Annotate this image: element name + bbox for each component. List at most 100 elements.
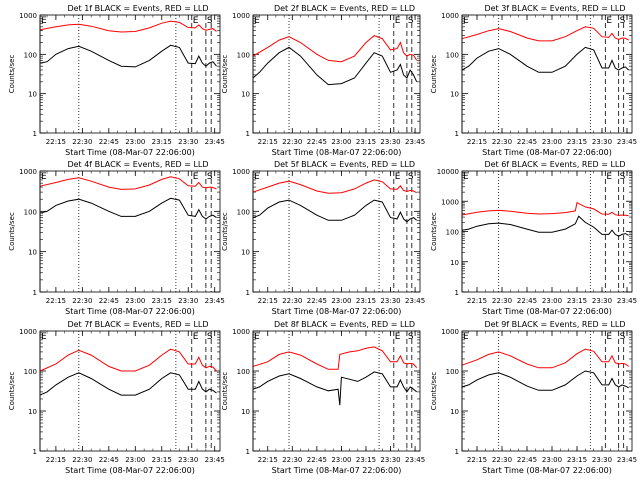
x-tick-label: 22:45 — [99, 297, 119, 305]
y-tick-label: 100 — [24, 208, 37, 216]
x-tick-label: 22:30 — [72, 297, 92, 305]
y-axis-label: Counts/sec — [8, 212, 16, 251]
x-tick-label: 23:15 — [567, 297, 587, 305]
event-marker-label: S — [207, 16, 213, 26]
x-tick-label: 23:45 — [617, 456, 637, 464]
y-tick-label: 1 — [33, 289, 37, 297]
x-tick-label: 22:30 — [282, 138, 302, 146]
chart-panel-6: Det 6f BLACK = Events, RED = LLD Counts/s… — [430, 160, 637, 316]
x-tick-label: 23:30 — [178, 297, 198, 305]
y-tick-label: 100 — [237, 208, 250, 216]
events-series-line — [461, 46, 630, 73]
x-tick-label: 22:15 — [46, 456, 66, 464]
y-tick-label: 100 — [24, 51, 37, 59]
event-marker-label: S — [207, 332, 213, 342]
y-tick-label: 10 — [241, 91, 250, 99]
x-tick-label: 22:45 — [307, 138, 327, 146]
lld-series-line — [39, 348, 217, 372]
plot-frame — [461, 14, 633, 134]
x-tick-label: 23:00 — [125, 297, 145, 305]
event-marker-label: E — [395, 172, 401, 182]
x-tick-label: 23:00 — [331, 138, 351, 146]
x-axis-label: Start Time (08-Mar-07 22:06:00) — [272, 466, 402, 475]
y-tick-label: 1 — [33, 130, 37, 138]
y-tick-label: 100 — [446, 51, 459, 59]
x-tick-label: 22:15 — [46, 297, 66, 305]
y-tick-label: 1000 — [19, 168, 37, 176]
x-tick-label: 22:15 — [258, 138, 278, 146]
x-axis-label: Start Time (08-Mar-07 22:06:00) — [482, 148, 612, 157]
event-marker-label: E — [395, 16, 401, 26]
y-tick-label: 100 — [237, 51, 250, 59]
event-marker-label: E — [41, 332, 47, 342]
x-tick-label: 23:15 — [152, 138, 172, 146]
x-axis-label: Start Time (08-Mar-07 22:06:00) — [65, 466, 195, 475]
x-tick-label: 22:45 — [99, 456, 119, 464]
lld-series-line — [252, 179, 417, 194]
x-tick-label: 23:45 — [405, 297, 425, 305]
x-tick-label: 23:45 — [205, 297, 225, 305]
y-axis-label: Counts/sec — [430, 212, 438, 251]
y-tick-label: 1 — [33, 448, 37, 456]
y-axis-label: Counts/sec — [221, 55, 229, 94]
chart-title: Det 8f BLACK = Events, RED = LLD — [274, 320, 415, 329]
y-tick-label: 10 — [28, 91, 37, 99]
events-series-line — [461, 215, 629, 237]
event-marker-label: S — [620, 332, 626, 342]
x-tick-label: 22:30 — [282, 297, 302, 305]
x-axis-label: Start Time (08-Mar-07 22:06:00) — [65, 307, 195, 316]
y-tick-label: 1 — [455, 130, 459, 138]
y-axis-label: Counts/sec — [430, 372, 438, 411]
chart-panel-2: Det 2f BLACK = Events, RED = LLD Counts/s… — [221, 4, 425, 157]
x-tick-label: 23:45 — [205, 138, 225, 146]
x-tick-label: 23:00 — [542, 297, 562, 305]
x-tick-label: 23:00 — [125, 456, 145, 464]
chart-panel-9: Det 9f BLACK = Events, RED = LLD Counts/s… — [430, 320, 637, 475]
x-tick-label: 22:15 — [467, 138, 487, 146]
x-tick-label: 23:30 — [178, 138, 198, 146]
plot-frame — [461, 170, 633, 293]
x-tick-label: 23:30 — [178, 456, 198, 464]
y-tick-label: 1 — [455, 289, 459, 297]
lld-series-line — [39, 20, 217, 33]
chart-title: Det 9f BLACK = Events, RED = LLD — [484, 320, 625, 329]
x-axis-label: Start Time (08-Mar-07 22:06:00) — [272, 307, 402, 316]
plot-frame — [252, 14, 421, 134]
x-tick-label: 22:15 — [258, 297, 278, 305]
x-tick-label: 23:45 — [617, 138, 637, 146]
lld-series-line — [252, 35, 418, 63]
x-tick-label: 22:15 — [258, 456, 278, 464]
events-series-line — [252, 46, 418, 86]
x-tick-label: 23:30 — [592, 138, 612, 146]
y-tick-label: 10 — [450, 408, 459, 416]
event-marker-label: E — [606, 16, 612, 26]
x-axis-label: Start Time (08-Mar-07 22:06:00) — [272, 148, 402, 157]
x-tick-label: 22:30 — [492, 297, 512, 305]
x-tick-label: 23:15 — [152, 456, 172, 464]
plot-frame — [39, 330, 221, 452]
y-tick-label: 100 — [446, 229, 459, 237]
event-marker-label: E — [606, 172, 612, 182]
y-tick-label: 1000 — [232, 328, 250, 336]
y-tick-label: 1 — [246, 130, 250, 138]
x-tick-label: 23:30 — [592, 297, 612, 305]
y-axis-label: Counts/sec — [8, 372, 16, 411]
x-tick-label: 22:45 — [517, 456, 537, 464]
x-tick-label: 23:45 — [617, 297, 637, 305]
y-tick-label: 1 — [246, 289, 250, 297]
x-tick-label: 22:30 — [492, 456, 512, 464]
x-tick-label: 22:45 — [307, 297, 327, 305]
chart-title: Det 5f BLACK = Events, RED = LLD — [274, 160, 415, 169]
x-tick-label: 22:45 — [307, 456, 327, 464]
y-tick-label: 100 — [446, 368, 459, 376]
x-tick-label: 22:15 — [46, 138, 66, 146]
y-tick-label: 1000 — [232, 12, 250, 20]
lld-series-line — [252, 346, 418, 370]
y-tick-label: 1000 — [19, 328, 37, 336]
chart-title: Det 6f BLACK = Events, RED = LLD — [484, 160, 625, 169]
chart-title: Det 2f BLACK = Events, RED = LLD — [274, 4, 415, 13]
events-series-line — [39, 372, 217, 396]
x-tick-label: 23:30 — [380, 138, 400, 146]
x-tick-label: 23:15 — [356, 138, 376, 146]
